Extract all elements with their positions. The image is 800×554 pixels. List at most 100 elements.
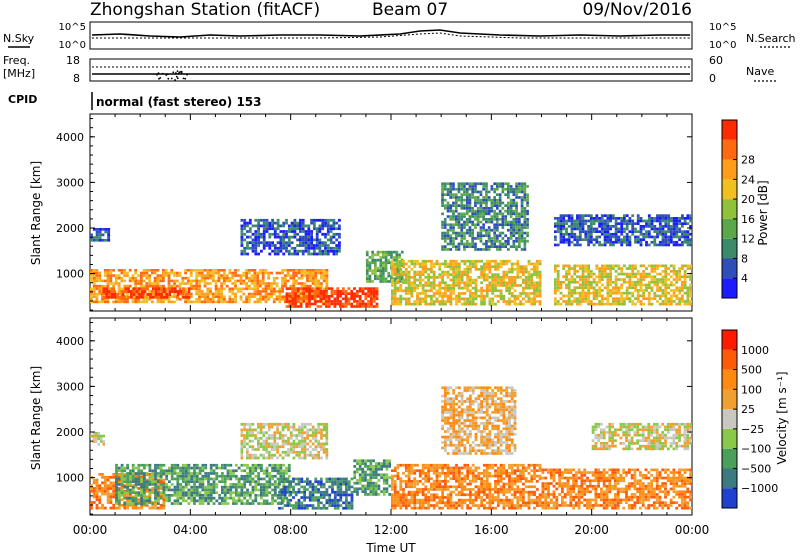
heatmap-cell	[98, 230, 102, 234]
heatmap-cell	[316, 287, 320, 290]
heatmap-cell	[367, 295, 370, 298]
heatmap-cell	[101, 473, 104, 476]
heatmap-cell	[256, 290, 260, 293]
nave-dip-dot	[175, 75, 178, 78]
heatmap-cell	[195, 279, 199, 283]
heatmap-cell	[413, 276, 417, 279]
heatmap-cell	[479, 239, 483, 243]
heatmap-cell	[612, 240, 615, 244]
heatmap-cell	[452, 268, 456, 271]
heatmap-cell	[167, 295, 171, 298]
heatmap-cell	[628, 240, 632, 244]
heatmap-cell	[329, 218, 333, 222]
heatmap-cell	[639, 289, 643, 292]
heatmap-cell	[245, 282, 248, 285]
heatmap-cell	[474, 242, 477, 246]
heatmap-cell	[273, 463, 277, 467]
heatmap-cell	[606, 222, 610, 225]
heatmap-cell	[126, 292, 129, 296]
heatmap-cell	[339, 292, 342, 295]
heatmap-cell	[145, 480, 149, 483]
heatmap-cell	[170, 463, 174, 467]
heatmap-cell	[187, 472, 191, 475]
heatmap-cell	[182, 480, 185, 483]
heatmap-cell	[223, 282, 226, 285]
heatmap-cell	[365, 264, 369, 267]
heatmap-cell	[98, 287, 102, 291]
heatmap-cell	[145, 478, 149, 482]
heatmap-cell	[335, 232, 339, 236]
heatmap-cell	[658, 272, 662, 276]
heatmap-cell	[149, 295, 152, 299]
heatmap-cell	[117, 274, 121, 277]
heatmap-cell	[460, 185, 464, 188]
heatmap-cell	[524, 286, 528, 290]
heatmap-cell	[656, 264, 659, 268]
heatmap-cell	[168, 480, 171, 483]
heatmap-cell	[556, 278, 560, 281]
heatmap-cell	[303, 504, 306, 507]
heatmap-cell	[520, 228, 524, 232]
heatmap-cell	[502, 273, 506, 276]
heatmap-cell	[570, 289, 574, 292]
heatmap-cell	[367, 305, 370, 308]
heatmap-cell	[282, 474, 286, 478]
heatmap-cell	[689, 278, 692, 281]
heatmap-cell	[393, 300, 397, 303]
heatmap-cell	[455, 300, 458, 303]
heatmap-cell	[278, 501, 281, 505]
heatmap-cell	[109, 475, 113, 479]
heatmap-cell	[179, 477, 182, 481]
heatmap-cell	[576, 225, 579, 228]
heatmap-cell	[636, 294, 640, 298]
heatmap-cell	[538, 286, 542, 290]
heatmap-cell	[212, 480, 216, 483]
heatmap-cell	[471, 228, 474, 232]
heatmap-cell	[321, 244, 325, 247]
heatmap-cell	[156, 502, 160, 505]
heatmap-cell	[120, 466, 124, 470]
heatmap-cell	[198, 466, 202, 470]
heatmap-cell	[581, 230, 585, 233]
heatmap-cell	[190, 491, 194, 494]
heatmap-cell	[396, 262, 400, 266]
heatmap-cell	[237, 494, 241, 497]
heatmap-cell	[286, 271, 290, 275]
heatmap-cell	[283, 477, 287, 481]
heatmap-cell	[488, 284, 492, 287]
heatmap-cell	[639, 227, 643, 231]
heatmap-cell	[658, 222, 662, 225]
heatmap-cell	[114, 276, 118, 280]
heatmap-cell	[468, 185, 472, 188]
heatmap-cell	[678, 267, 681, 270]
heatmap-cell	[589, 217, 593, 220]
heatmap-cell	[441, 276, 444, 279]
heatmap-cell	[335, 252, 339, 256]
heatmap-cell	[131, 477, 135, 481]
heatmap-cell	[396, 281, 400, 285]
heatmap-cell	[477, 294, 481, 298]
heatmap-cell	[325, 289, 328, 293]
heatmap-cell	[265, 466, 269, 470]
heatmap-cell	[151, 487, 155, 490]
heatmap-cell	[184, 295, 188, 299]
heatmap-cell	[326, 249, 330, 253]
heatmap-cell	[642, 272, 646, 276]
heatmap-cell	[667, 243, 670, 247]
heatmap-cell	[496, 185, 499, 188]
heatmap-cell	[207, 472, 210, 475]
heatmap-cell	[686, 267, 690, 270]
heatmap-cell	[123, 295, 127, 298]
heatmap-cell	[211, 279, 215, 283]
heatmap-cell	[510, 276, 514, 279]
heatmap-cell	[507, 209, 510, 213]
heatmap-cell	[128, 279, 132, 283]
heatmap-cell	[526, 220, 529, 224]
heatmap-cell	[587, 264, 590, 268]
heatmap-cell	[466, 270, 470, 274]
heatmap-cell	[270, 282, 273, 285]
heatmap-cell	[505, 281, 509, 285]
heatmap-cell	[247, 298, 251, 301]
heatmap-cell	[253, 282, 257, 285]
heatmap-cell	[326, 224, 330, 228]
